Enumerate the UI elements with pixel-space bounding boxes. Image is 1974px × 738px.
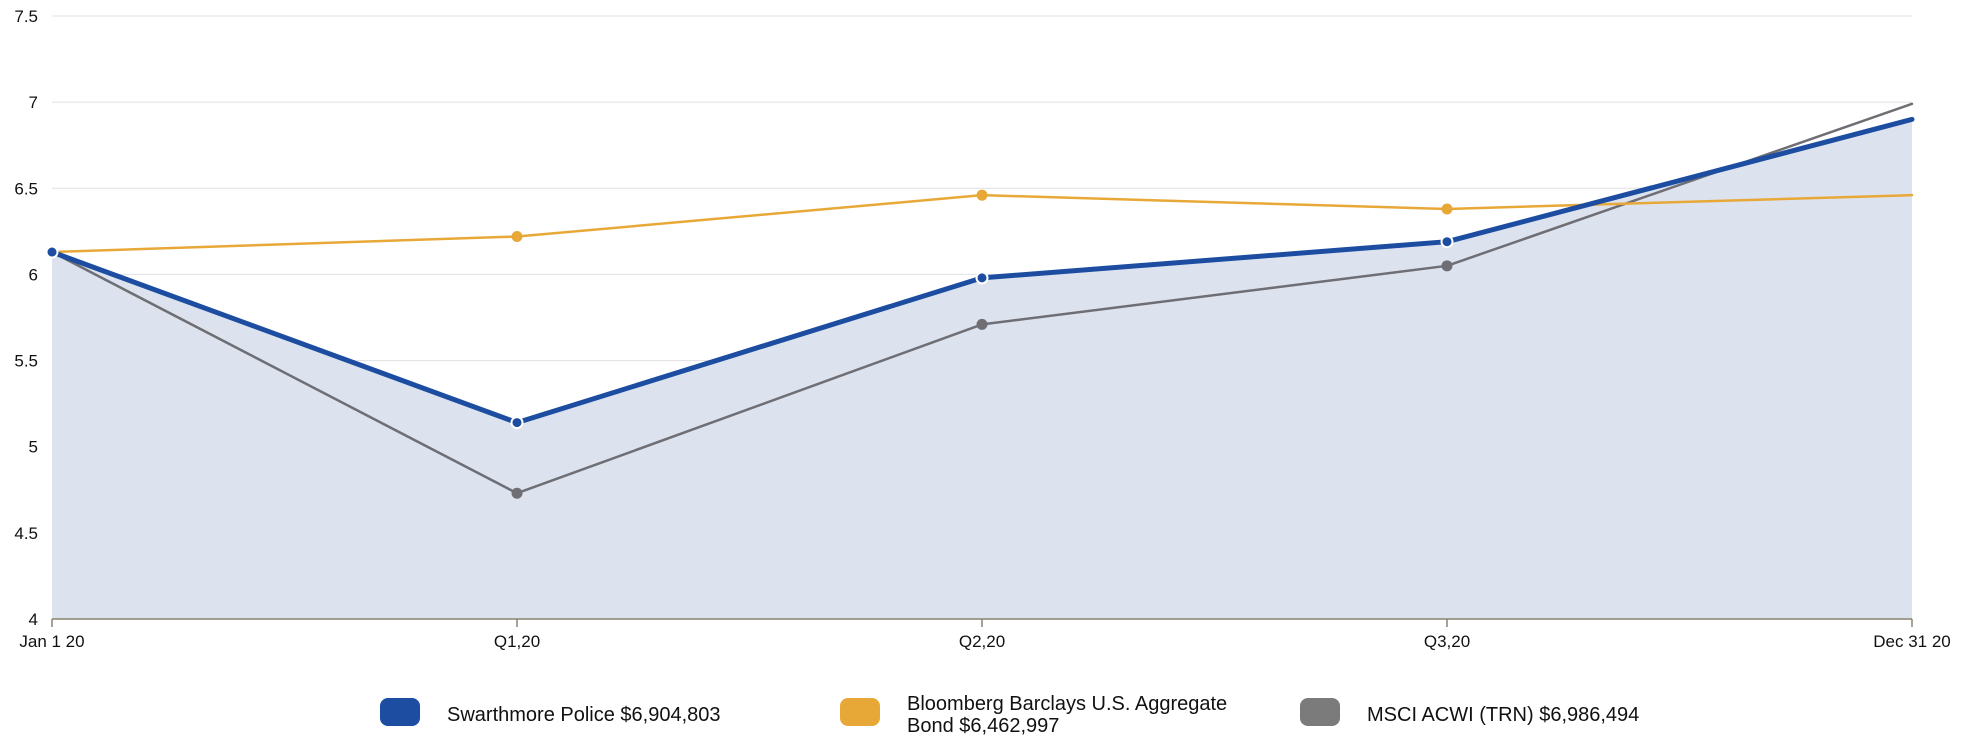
- y-tick-label: 5: [29, 438, 38, 457]
- x-tick-label: Q2,20: [959, 632, 1005, 651]
- legend-swatch-bloomberg-barclays: [840, 698, 880, 726]
- legend-label-bloomberg-barclays: Bloomberg Barclays U.S. Aggregate Bond $…: [907, 693, 1228, 737]
- y-tick-label: 7: [29, 93, 38, 112]
- data-point-swarthmore-police[interactable]: [1440, 235, 1454, 249]
- legend-swatch-msci-acwi: [1300, 698, 1340, 726]
- x-tick-label: Jan 1 20: [19, 632, 84, 651]
- y-tick-label: 7.5: [14, 7, 38, 26]
- x-tick-label: Q3,20: [1424, 632, 1470, 651]
- series-markers: [45, 189, 1454, 499]
- x-axis: [51, 618, 1913, 627]
- y-axis-tick-labels: 4 4.5 5 5.5 6 6.5 7 7.5: [14, 7, 38, 629]
- y-tick-label: 6.5: [14, 179, 38, 198]
- legend: Swarthmore Police $6,904,803 Bloomberg B…: [0, 690, 1974, 738]
- legend-label-swarthmore-police: Swarthmore Police $6,904,803: [447, 704, 721, 726]
- y-tick-label: 4: [29, 610, 38, 629]
- data-point-msci-acwi[interactable]: [1441, 260, 1453, 272]
- x-axis-tick-labels: Jan 1 20 Q1,20 Q2,20 Q3,20 Dec 31 20: [19, 632, 1950, 651]
- y-tick-label: 4.5: [14, 524, 38, 543]
- data-point-msci-acwi[interactable]: [511, 487, 523, 499]
- data-point-bloomberg-barclays[interactable]: [511, 231, 523, 243]
- data-point-bloomberg-barclays[interactable]: [1441, 203, 1453, 215]
- data-point-swarthmore-police[interactable]: [510, 416, 524, 430]
- y-tick-label: 5.5: [14, 352, 38, 371]
- line-chart: 4 4.5 5 5.5 6 6.5 7 7.5 Jan 1 20 Q1,20 Q2,20 Q3,20…: [14, 7, 1950, 651]
- legend-swatch-swarthmore-police: [380, 698, 420, 726]
- x-tick-label: Dec 31 20: [1873, 632, 1951, 651]
- y-tick-label: 6: [29, 265, 38, 284]
- data-point-swarthmore-police[interactable]: [45, 245, 59, 259]
- data-point-bloomberg-barclays[interactable]: [976, 189, 988, 201]
- data-point-msci-acwi[interactable]: [976, 318, 988, 330]
- x-tick-label: Q1,20: [494, 632, 540, 651]
- legend-label-msci-acwi: MSCI ACWI (TRN) $6,986,494: [1367, 704, 1640, 726]
- data-point-swarthmore-police[interactable]: [975, 271, 989, 285]
